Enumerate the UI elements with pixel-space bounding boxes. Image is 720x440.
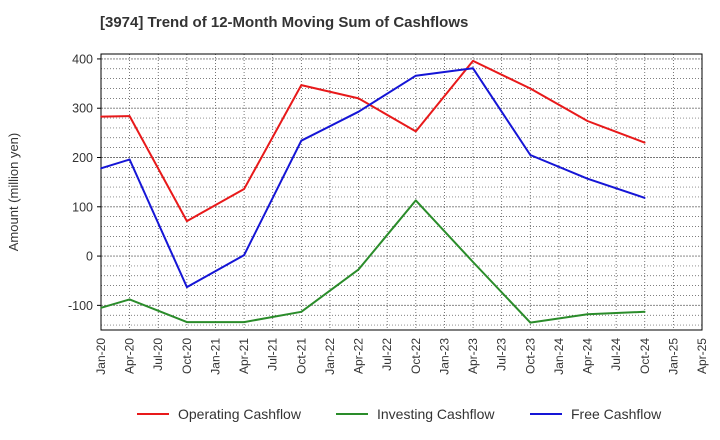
data-point: [472, 261, 474, 263]
data-point: [300, 139, 303, 142]
data-point: [186, 220, 188, 222]
data-point: [415, 130, 417, 133]
series-line-investing-cashflow: [100, 199, 645, 324]
grid: [101, 54, 702, 330]
legend: Operating Cashflow Investing Cashflow Free…: [137, 406, 662, 422]
series-line-free-cashflow: [100, 67, 646, 289]
x-tick-label: Oct-22: [409, 338, 423, 374]
y-tick-label: 400: [72, 52, 93, 66]
legend-label: Investing Cashflow: [377, 406, 495, 422]
x-tick-label: Oct-20: [180, 338, 194, 374]
data-point: [128, 298, 131, 301]
data-point: [100, 307, 102, 309]
x-tick-label: Jul-23: [495, 338, 509, 371]
plot-frame: [100, 53, 703, 331]
chart-title: [3974] Trend of 12-Month Moving Sum of C…: [100, 14, 469, 31]
x-tick-label: Oct-21: [294, 338, 308, 374]
x-tick-label: Jan-24: [552, 338, 566, 375]
x-tick-label: Apr-20: [123, 338, 137, 374]
x-tick-label: Jul-21: [266, 338, 280, 371]
x-tick-label: Jul-24: [609, 338, 623, 371]
x-tick-label: Apr-25: [695, 338, 709, 374]
data-point: [643, 197, 646, 199]
series-lines: [100, 59, 646, 324]
axes: Jan-20 Apr-20 Jul-20 Oct-20 Jan-21 Apr-21 Jul-…: [68, 52, 709, 374]
data-point: [643, 141, 646, 144]
data-point: [128, 158, 131, 161]
data-point: [243, 321, 245, 323]
x-tick-label: Apr-21: [237, 338, 251, 374]
data-point: [529, 154, 532, 156]
x-tick-label: Jul-22: [380, 338, 394, 371]
data-point: [357, 110, 360, 113]
x-tick-label: Apr-24: [581, 338, 595, 374]
data-point: [415, 199, 417, 202]
x-tick-label: Apr-23: [466, 338, 480, 374]
x-tick-label: Jan-20: [94, 338, 108, 375]
y-tick-label: 100: [72, 200, 93, 214]
x-tick-label: Jan-21: [208, 338, 222, 375]
y-tick-label: 200: [72, 151, 93, 165]
data-point: [472, 60, 474, 62]
x-tick-label: Oct-24: [638, 338, 652, 374]
data-point: [586, 313, 589, 316]
data-point: [472, 67, 474, 70]
data-point: [300, 84, 303, 86]
data-point: [186, 286, 188, 288]
x-tick-label: Apr-22: [352, 338, 366, 374]
data-point: [186, 321, 188, 323]
legend-label: Operating Cashflow: [178, 406, 302, 422]
data-point: [243, 188, 245, 190]
x-tick-label: Jan-22: [323, 338, 337, 375]
data-point: [586, 177, 589, 180]
data-point: [357, 268, 360, 271]
y-tick-label: 0: [86, 250, 93, 264]
data-point: [128, 115, 131, 117]
data-point: [529, 87, 532, 90]
data-point: [529, 321, 532, 324]
data-point: [300, 310, 303, 313]
y-tick-label: 300: [72, 102, 93, 116]
data-point: [100, 167, 102, 170]
y-tick-label: -100: [68, 299, 93, 313]
data-point: [243, 254, 245, 256]
x-tick-label: Jul-20: [151, 338, 165, 371]
x-tick-label: Jan-23: [437, 338, 451, 375]
data-point: [586, 120, 589, 122]
data-point: [415, 74, 417, 77]
data-point: [100, 115, 102, 118]
data-point: [357, 97, 360, 100]
legend-label: Free Cashflow: [571, 406, 662, 422]
x-tick-label: Oct-23: [523, 338, 537, 374]
y-axis-label: Amount (million yen): [6, 133, 21, 252]
data-point: [643, 310, 646, 313]
x-tick-label: Jan-25: [666, 338, 680, 375]
